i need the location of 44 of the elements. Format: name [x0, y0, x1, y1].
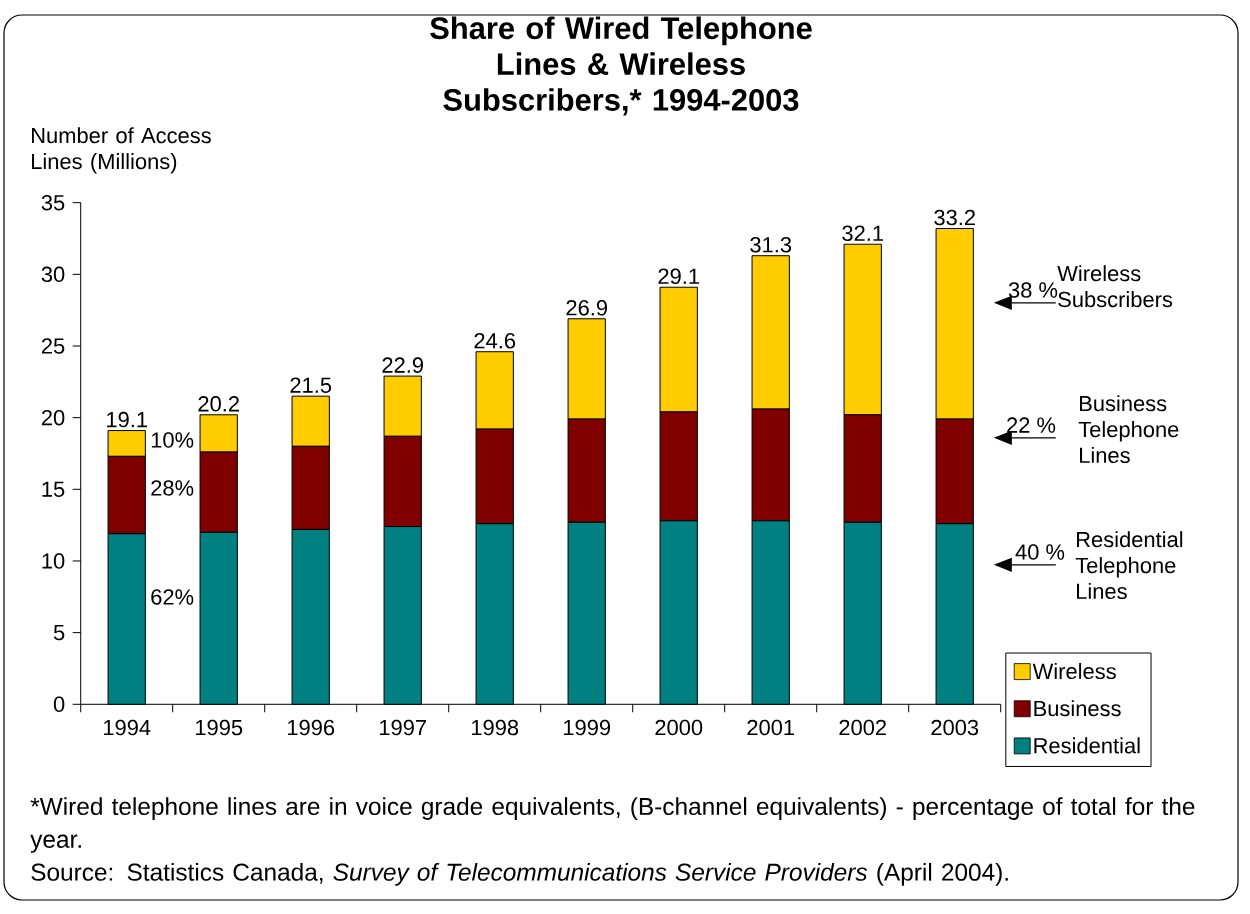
- x-tick-label: 2001: [747, 719, 795, 736]
- y-tick-label: 25: [41, 338, 65, 354]
- legend-label: Wireless: [1032, 663, 1116, 680]
- y-tick-label: 5: [53, 624, 65, 641]
- y-tick-label: 20: [41, 409, 65, 426]
- y-tick-label: 35: [41, 194, 65, 211]
- text: Wireless Subscribers: [1057, 265, 1173, 308]
- text: 40 %: [1015, 544, 1065, 560]
- total-label: 20.2: [198, 396, 239, 412]
- text: Residential Telephone Lines: [1075, 531, 1183, 600]
- total-label: 21.5: [290, 377, 332, 393]
- y-tick-label: 15: [42, 481, 65, 497]
- total-label: 32.1: [842, 225, 883, 242]
- x-tick-label: 1999: [564, 719, 611, 736]
- source-note: Source: Statistics Canada, Survey of Telecommunications Service Providers (April 2004).: [31, 862, 1008, 886]
- annotation: 10%: [151, 432, 194, 448]
- total-label: 31.3: [750, 236, 792, 253]
- total-label: 19.1: [107, 411, 147, 428]
- legend-label: Business: [1034, 700, 1121, 717]
- text: 22 %: [1007, 417, 1056, 433]
- x-tick-label: 1994: [104, 719, 151, 736]
- x-tick-label: 1996: [288, 719, 335, 736]
- y-tick-label: 0: [53, 696, 65, 713]
- y-tick-label: 10: [42, 553, 65, 569]
- x-tick-label: 2000: [655, 719, 703, 736]
- text: 38 %: [1008, 282, 1058, 298]
- total-label: 33.2: [934, 209, 975, 226]
- text: *Wired telephone lines are in voice grade equivalents, (B-channel equivalents) - percentage of total for the year.: [30, 797, 1195, 853]
- total-label: 24.6: [474, 333, 516, 349]
- x-tick-label: 1998: [472, 719, 519, 736]
- total-label: 26.9: [566, 300, 607, 316]
- x-tick-label: 2003: [931, 719, 979, 736]
- y-axis-title: Number of Access Lines (Millions): [32, 127, 211, 174]
- annotation: 28%: [151, 480, 194, 496]
- total-label: 22.9: [382, 357, 423, 373]
- y-tick-label: 30: [41, 266, 65, 283]
- total-label: 29.1: [658, 268, 699, 285]
- x-tick-label: 1997: [380, 719, 426, 736]
- legend-label: Residential: [1034, 737, 1140, 754]
- x-tick-label: 1995: [196, 719, 243, 736]
- text: Business Telephone Lines: [1078, 395, 1179, 464]
- chart-title: Share of Wired Telephone Lines & Wireless Subscribers,* 1994-2003: [430, 16, 812, 116]
- annotation: 62%: [151, 589, 194, 605]
- x-tick-label: 2002: [839, 719, 886, 736]
